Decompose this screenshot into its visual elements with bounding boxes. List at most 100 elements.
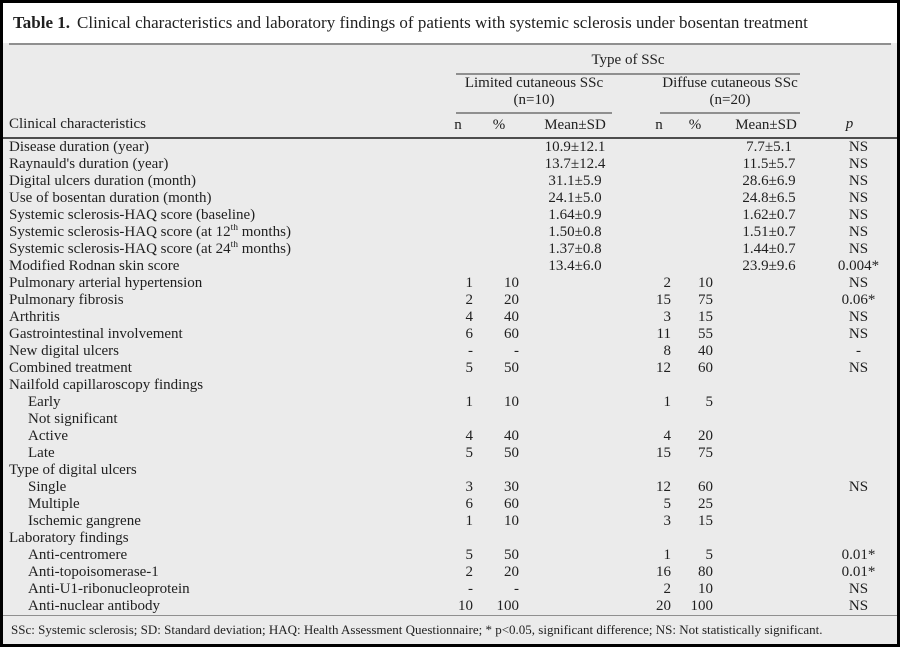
row-label: Anti-topoisomerase-1 bbox=[28, 564, 159, 580]
cell-pct2: 25 bbox=[698, 496, 713, 512]
row-label: Anti-U1-ribonucleoprotein bbox=[28, 581, 190, 597]
cell-m1 bbox=[522, 360, 628, 377]
cell-n2: 4 bbox=[663, 428, 672, 444]
cell-m2 bbox=[716, 530, 816, 547]
cell-n2 bbox=[644, 530, 674, 547]
cell-m1 bbox=[522, 411, 628, 428]
cell-n2: 2 bbox=[663, 581, 672, 597]
row-label: Digital ulcers duration (month) bbox=[9, 173, 197, 189]
cell-n1: 5 bbox=[465, 445, 474, 461]
row-label: New digital ulcers bbox=[9, 343, 119, 359]
table-row: Pulmonary arterial hypertension 1 10 2 10 NS bbox=[3, 275, 897, 292]
table-row: Anti-U1-ribonucleoprotein - - 2 10 NS bbox=[3, 581, 897, 598]
row-label: Nailfold capillaroscopy findings bbox=[9, 377, 204, 393]
cell-m2: 28.6±6.9 bbox=[742, 173, 796, 189]
cell-m1 bbox=[522, 428, 628, 445]
cell-n1: 6 bbox=[465, 496, 474, 512]
cell-pct1: 20 bbox=[504, 292, 519, 308]
cell-n2: 1 bbox=[663, 547, 672, 563]
cell-pct2 bbox=[674, 241, 716, 258]
cell-p: 0.01* bbox=[841, 564, 876, 580]
column-gap bbox=[628, 173, 644, 190]
limited-ssc-label: Limited cutaneous SSc (n=10) bbox=[456, 75, 612, 114]
cell-pct2 bbox=[674, 530, 716, 547]
table-row: Combined treatment 5 50 12 60 NS bbox=[3, 360, 897, 377]
table-row: Systemic sclerosis-HAQ score (at 12th mo… bbox=[3, 224, 897, 241]
cell-m2 bbox=[716, 513, 816, 530]
column-gap bbox=[628, 377, 644, 394]
cell-n2: 15 bbox=[656, 292, 671, 308]
col-header-pct-limited: % bbox=[476, 114, 522, 139]
cell-m1 bbox=[522, 581, 628, 598]
table-row: New digital ulcers - - 8 40 - bbox=[3, 343, 897, 360]
table-header: Clinical characteristics Type of SSc p L… bbox=[3, 45, 897, 139]
cell-n2 bbox=[644, 173, 674, 190]
cell-n2 bbox=[644, 241, 674, 258]
cell-pct1 bbox=[476, 462, 522, 479]
col-header-n-diffuse: n bbox=[644, 114, 674, 139]
cell-n1: 10 bbox=[458, 598, 473, 614]
row-label: Early bbox=[28, 394, 61, 410]
cell-m2 bbox=[716, 547, 816, 564]
cell-p bbox=[816, 513, 897, 530]
cell-n1: - bbox=[468, 343, 473, 359]
cell-m1: 31.1±5.9 bbox=[548, 173, 602, 189]
cell-pct2: 75 bbox=[698, 445, 713, 461]
cell-pct1: 50 bbox=[504, 360, 519, 376]
column-gap bbox=[628, 479, 644, 496]
col-header-meansd-diffuse: Mean±SD bbox=[716, 114, 817, 139]
cell-n2: 11 bbox=[656, 326, 671, 342]
row-label: Type of digital ulcers bbox=[9, 462, 137, 478]
cell-pct2 bbox=[674, 207, 716, 224]
cell-pct2 bbox=[674, 156, 716, 173]
column-gap bbox=[628, 598, 644, 615]
table-body: Disease duration (year) 10.9±12.1 7.7±5.1 N… bbox=[3, 138, 897, 615]
row-label: Systemic sclerosis-HAQ score (at 24th mo… bbox=[9, 241, 291, 257]
diffuse-ssc-name: Diffuse cutaneous SSc bbox=[662, 75, 798, 91]
header-row-subgroups: Limited cutaneous SSc (n=10) Diffuse cut… bbox=[3, 75, 897, 114]
cell-m1 bbox=[522, 445, 628, 462]
cell-n1 bbox=[440, 411, 476, 428]
cell-pct2 bbox=[674, 462, 716, 479]
cell-m2 bbox=[716, 428, 816, 445]
cell-pct1: 30 bbox=[504, 479, 519, 495]
row-label: Ischemic gangrene bbox=[28, 513, 141, 529]
cell-m1: 1.50±0.8 bbox=[548, 224, 602, 240]
limited-ssc-name: Limited cutaneous SSc bbox=[464, 75, 604, 91]
column-gap bbox=[628, 581, 644, 598]
cell-pct2: 15 bbox=[698, 309, 713, 325]
row-label: Modified Rodnan skin score bbox=[9, 258, 180, 274]
table-row: Digital ulcers duration (month) 31.1±5.9 2… bbox=[3, 173, 897, 190]
cell-m2: 1.51±0.7 bbox=[742, 224, 796, 240]
table-row: Anti-nuclear antibody 10 100 20 100 NS bbox=[3, 598, 897, 615]
row-label: Multiple bbox=[28, 496, 80, 512]
p-label: p bbox=[845, 116, 854, 132]
cell-pct2: 5 bbox=[705, 394, 714, 410]
cell-m1 bbox=[522, 479, 628, 496]
row-label: Arthritis bbox=[9, 309, 60, 325]
cell-pct1: 40 bbox=[504, 428, 519, 444]
cell-n2 bbox=[644, 258, 674, 275]
row-label: Not significant bbox=[28, 411, 118, 427]
row-label: Pulmonary arterial hypertension bbox=[9, 275, 203, 291]
cell-p bbox=[816, 394, 897, 411]
cell-p: NS bbox=[848, 309, 869, 325]
cell-m1 bbox=[522, 292, 628, 309]
cell-p: NS bbox=[848, 598, 869, 614]
cell-n1: 1 bbox=[465, 275, 474, 291]
cell-pct2 bbox=[674, 173, 716, 190]
cell-m1: 13.4±6.0 bbox=[548, 258, 602, 274]
column-gap bbox=[628, 190, 644, 207]
cell-p bbox=[816, 462, 897, 479]
cell-n1 bbox=[440, 190, 476, 207]
cell-pct1 bbox=[476, 156, 522, 173]
cell-pct2 bbox=[674, 258, 716, 275]
cell-pct1 bbox=[476, 173, 522, 190]
cell-pct1: 20 bbox=[504, 564, 519, 580]
col-header-clinical-characteristics: Clinical characteristics bbox=[3, 45, 440, 139]
clinical-characteristics-label: Clinical characteristics bbox=[9, 116, 147, 132]
cell-pct1 bbox=[476, 241, 522, 258]
cell-n1 bbox=[440, 462, 476, 479]
cell-pct1: 10 bbox=[504, 394, 519, 410]
cell-p bbox=[816, 496, 897, 513]
